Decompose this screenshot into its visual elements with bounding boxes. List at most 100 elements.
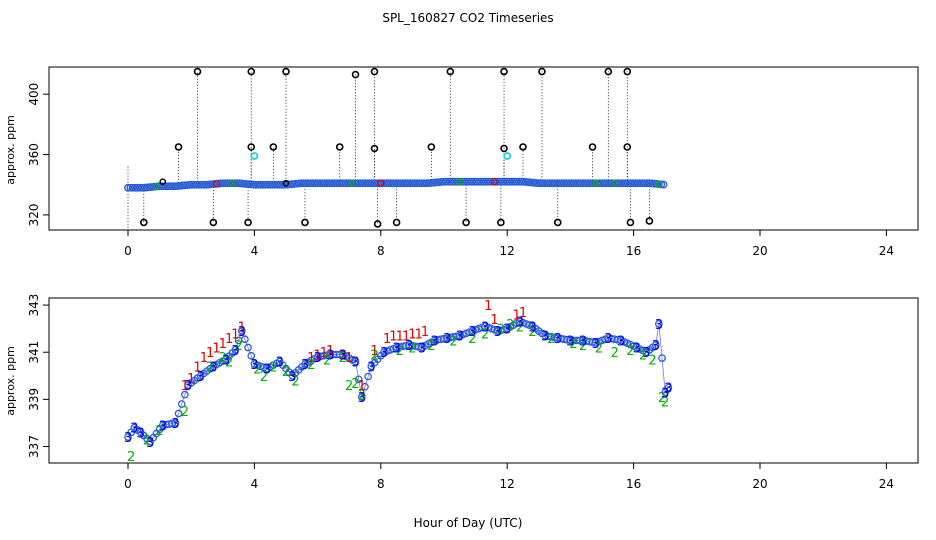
- series-3-marker: 3: [554, 332, 562, 347]
- series-3-circle: [237, 327, 246, 335]
- series-3-circle: [357, 393, 366, 401]
- lower-x-tick-label: 16: [626, 477, 641, 491]
- marker-point: [159, 178, 167, 186]
- baseline-accent-point: [348, 179, 356, 187]
- baseline-point: [417, 179, 426, 188]
- baseline-point: [581, 179, 590, 188]
- series-1-marker: 1: [519, 306, 527, 321]
- series-3-marker: 3: [494, 325, 502, 340]
- series-3-marker: 3: [481, 320, 489, 335]
- outlier-point: [351, 70, 360, 79]
- baseline-point: [510, 177, 519, 186]
- series-1-marker: 1: [484, 299, 492, 314]
- baseline-point: [166, 182, 175, 191]
- baseline-point: [486, 177, 495, 186]
- series-3-marker: 3: [642, 346, 650, 361]
- baseline-point: [273, 180, 282, 189]
- baseline-point: [308, 179, 317, 188]
- series-2-marker: 2: [449, 334, 457, 349]
- series-3-marker: 3: [159, 419, 167, 434]
- baseline-point: [512, 177, 521, 186]
- baseline-point: [299, 179, 308, 188]
- series-1-marker: 1: [326, 344, 334, 359]
- series-3-circle: [244, 343, 252, 352]
- series-1-marker: 1: [313, 349, 321, 364]
- outlier-point: [174, 143, 183, 151]
- baseline-point: [399, 179, 407, 188]
- series-2-marker: 2: [579, 339, 587, 354]
- baseline-point: [199, 180, 208, 189]
- baseline-point: [230, 179, 239, 188]
- series-3-marker: 3: [405, 339, 413, 354]
- series-1-marker: 1: [415, 327, 423, 342]
- baseline-point: [415, 179, 424, 188]
- baseline-point: [543, 179, 552, 188]
- upper-data-marks: [124, 67, 668, 230]
- series-1-marker: 1: [238, 320, 246, 335]
- baseline-point: [252, 180, 260, 189]
- series-2-marker: 2: [661, 396, 669, 411]
- baseline-point: [249, 180, 258, 189]
- outlier-point: [335, 143, 344, 151]
- baseline-point: [619, 179, 628, 188]
- outlier-point: [497, 218, 505, 227]
- series-3-marker: 3: [136, 426, 144, 441]
- baseline-point: [135, 183, 144, 192]
- outlier-point: [645, 217, 654, 225]
- outlier-point: [446, 67, 455, 76]
- series-2-marker: 2: [307, 358, 315, 373]
- series-3-marker: 3: [367, 360, 375, 375]
- baseline-point: [515, 177, 523, 186]
- series-3-circle: [655, 320, 663, 328]
- series-3-marker: 3: [238, 325, 246, 340]
- upper-axes: 0 4 8 12 16 20 24 320 360 400: [27, 83, 894, 258]
- baseline-point: [266, 180, 275, 189]
- baseline-point: [396, 179, 405, 188]
- series-3-marker: 3: [209, 360, 217, 375]
- series-2-marker: 2: [595, 342, 603, 357]
- series-3-marker: 3: [263, 363, 271, 378]
- series-2-marker: 2: [481, 327, 489, 342]
- series-2-marker: 2: [282, 365, 290, 380]
- outlier-point: [604, 67, 613, 76]
- series-3-marker: 3: [351, 356, 359, 371]
- baseline-point: [278, 180, 286, 189]
- outlier-point: [269, 143, 278, 151]
- baseline-point: [226, 179, 234, 188]
- upper-x-tick-label: 20: [752, 244, 767, 258]
- series-1-marker: 1: [513, 309, 521, 324]
- series-3-marker: 3: [456, 330, 464, 345]
- baseline-point: [406, 179, 414, 188]
- baseline-point: [569, 179, 578, 188]
- baseline-accent-point: [611, 179, 619, 187]
- baseline-point: [320, 179, 329, 188]
- baseline-point: [361, 179, 369, 188]
- baseline-point: [553, 179, 561, 188]
- series-3-marker: 3: [516, 316, 524, 331]
- baseline-point: [564, 179, 573, 188]
- series-1-marker: 1: [339, 349, 347, 364]
- series-3-marker: 3: [124, 431, 132, 446]
- baseline-point: [304, 179, 313, 188]
- series-3-marker: 3: [443, 332, 451, 347]
- outlier-point: [427, 143, 436, 151]
- baseline-point: [500, 177, 509, 186]
- baseline-point: [595, 179, 604, 188]
- series-1-marker: 1: [408, 327, 416, 342]
- series-2-marker: 2: [225, 356, 233, 371]
- series-1-marker: 1: [383, 332, 391, 347]
- upper-x-tick-label: 8: [377, 244, 385, 258]
- baseline-point: [313, 179, 322, 188]
- series-2-marker: 2: [506, 318, 514, 333]
- upper-x-tick-label: 12: [500, 244, 515, 258]
- baseline-point: [576, 179, 585, 188]
- baseline-point: [534, 179, 542, 188]
- baseline-point: [380, 179, 388, 188]
- baseline-point: [387, 179, 395, 188]
- series-2-marker: 2: [206, 360, 214, 375]
- baseline-point: [325, 179, 334, 188]
- baseline-point: [508, 177, 516, 186]
- series-3-marker: 3: [222, 353, 230, 368]
- baseline-point: [368, 179, 377, 188]
